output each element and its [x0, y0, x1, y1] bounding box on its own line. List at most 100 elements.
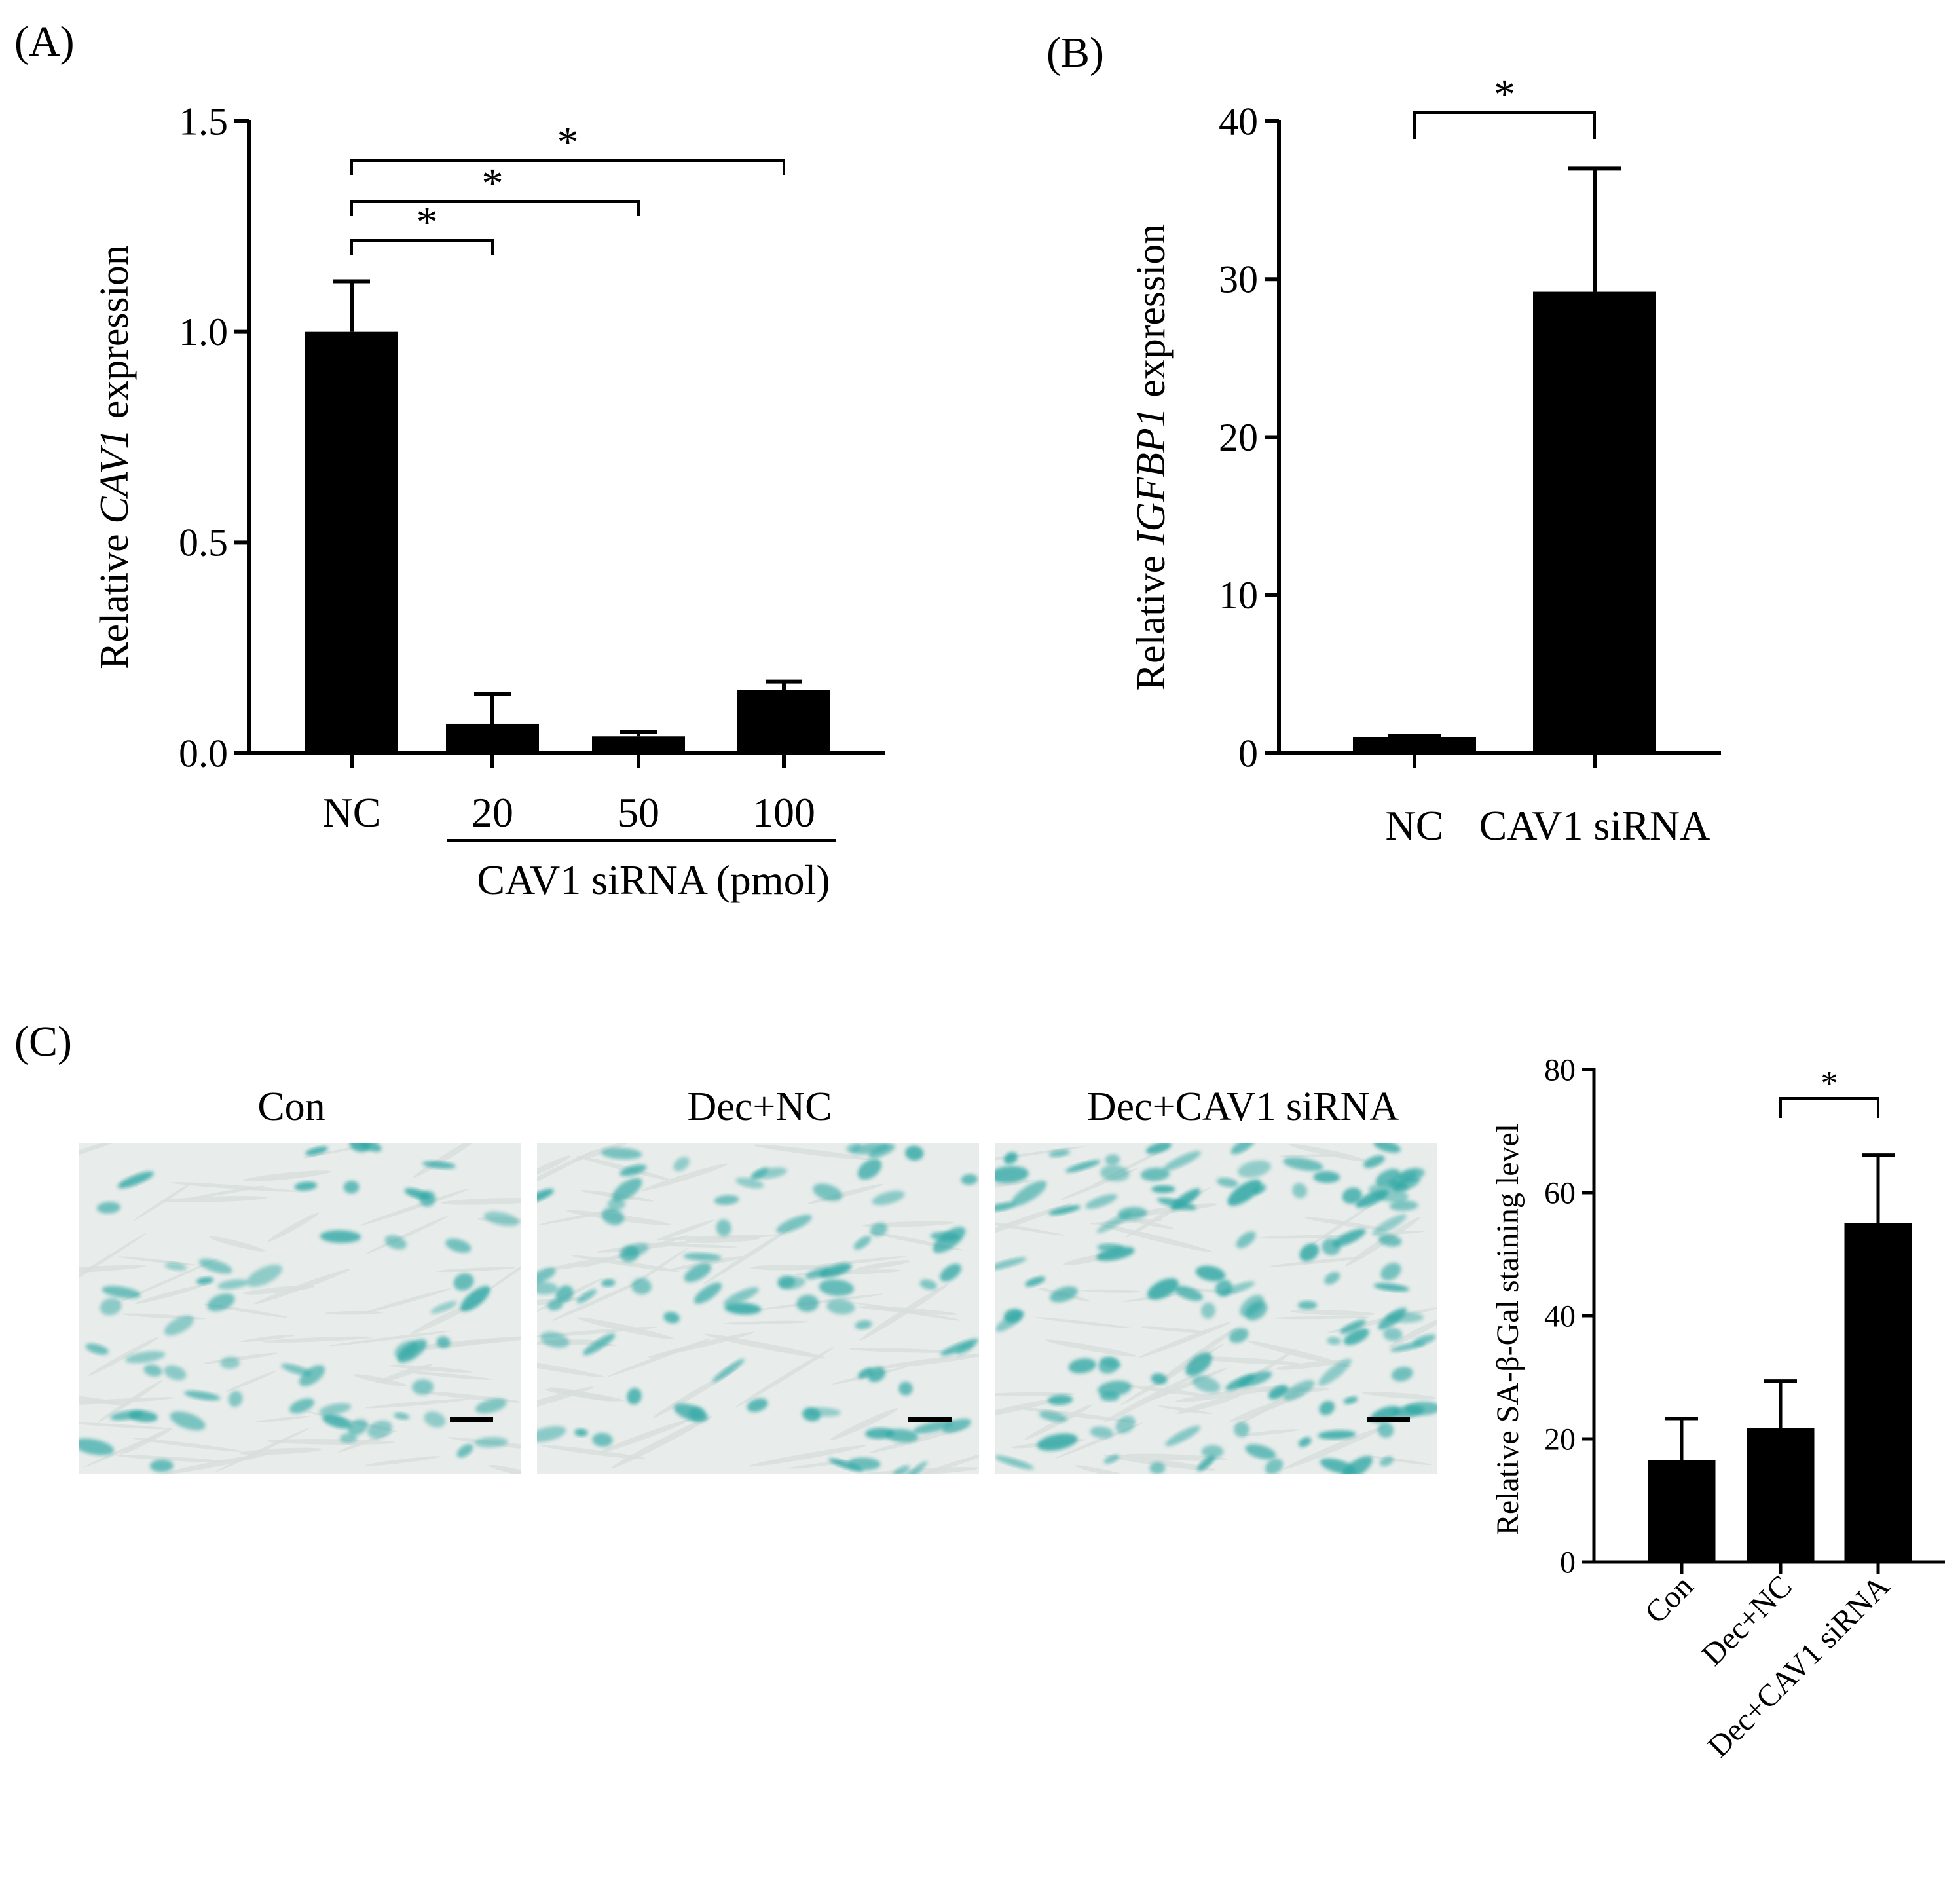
x-tick-label: NC	[323, 789, 381, 836]
y-tick-label: 60	[1544, 1176, 1576, 1210]
stained-cell	[184, 1390, 221, 1401]
stained-cell	[683, 1252, 722, 1261]
stained-cell	[1048, 1149, 1071, 1157]
stained-cell	[1327, 1337, 1341, 1345]
chart-a-ylabel: Relative CAV1 expression	[92, 245, 137, 669]
stained-cell	[995, 1166, 1029, 1183]
cell-streak	[750, 1265, 823, 1271]
stained-cell	[802, 1407, 821, 1422]
stained-cell	[453, 1273, 474, 1291]
stained-cell	[456, 1444, 473, 1458]
cell-streak	[1247, 1340, 1351, 1367]
stained-cell	[893, 1465, 910, 1474]
stained-cell	[872, 1191, 905, 1206]
stained-cell	[228, 1390, 243, 1407]
stained-cell	[347, 1419, 368, 1436]
stained-cell	[1048, 1394, 1073, 1405]
micrograph-dec-nc	[537, 1143, 979, 1474]
x-tick-label: Dec+CAV1 siRNA	[1701, 1569, 1896, 1764]
bar	[737, 690, 830, 753]
stained-cell	[712, 1358, 745, 1382]
stained-cell	[220, 1356, 240, 1369]
bar	[1353, 737, 1476, 753]
cell-streak	[642, 1163, 728, 1191]
cell-streak	[657, 1235, 778, 1240]
stained-cell	[102, 1286, 141, 1299]
stained-cell	[885, 1428, 919, 1443]
x-tick-label: 100	[752, 789, 815, 836]
chart-a: 0.0 0.5 1.0 1.5 NC 20 50 100 * * *	[179, 100, 885, 842]
cell-streak	[611, 1416, 712, 1469]
stained-cell	[246, 1264, 282, 1287]
cell-streak	[365, 1398, 470, 1409]
stained-cell	[436, 1336, 451, 1348]
stained-cell	[898, 1461, 928, 1474]
x-tick-label: 20	[472, 789, 513, 836]
stained-cell	[684, 1263, 712, 1282]
stained-cell	[1378, 1307, 1407, 1330]
cell-streak	[537, 1386, 594, 1419]
cell-streak	[254, 1415, 310, 1422]
cell-streak	[163, 1196, 268, 1203]
cell-streak	[670, 1256, 745, 1271]
scale-bar	[450, 1417, 493, 1422]
stained-cell	[1397, 1168, 1425, 1182]
stained-cell	[483, 1211, 520, 1227]
stained-cell	[1318, 1430, 1356, 1440]
stained-cell	[601, 1278, 616, 1287]
stained-cell	[1174, 1286, 1203, 1301]
stained-cell	[942, 1419, 971, 1433]
stained-cell	[424, 1411, 446, 1428]
stained-cell	[207, 1293, 235, 1312]
cell-streak	[79, 1422, 172, 1430]
cell-streak	[1275, 1360, 1345, 1370]
cell-streak	[1151, 1367, 1228, 1400]
cell-streak	[1035, 1317, 1133, 1329]
stained-cell	[1163, 1151, 1201, 1171]
stained-cell	[537, 1189, 554, 1204]
cell-streak	[597, 1419, 691, 1454]
cell-streak	[855, 1260, 911, 1271]
stained-cell	[1380, 1263, 1401, 1281]
cell-streak	[1139, 1321, 1232, 1358]
bar	[446, 723, 539, 753]
x-tick-label: NC	[1386, 802, 1444, 849]
stained-cell	[574, 1428, 588, 1437]
bar	[305, 331, 398, 754]
cell-streak	[607, 1338, 712, 1377]
y-tick-label: 0	[1560, 1545, 1576, 1580]
stained-cell	[1229, 1328, 1249, 1343]
cell-streak	[268, 1212, 319, 1242]
y-tick-label: 40	[1219, 100, 1258, 143]
cell-streak	[120, 1428, 173, 1455]
stained-cell	[826, 1299, 855, 1315]
cell-streak	[735, 1347, 834, 1408]
stained-cell	[125, 1351, 166, 1364]
cell-streak	[209, 1236, 265, 1252]
cell-streak	[995, 1146, 1086, 1164]
stained-cell	[1392, 1405, 1424, 1418]
cell-streak	[1272, 1316, 1369, 1320]
stained-cell	[555, 1285, 574, 1303]
cell-streak	[84, 1436, 155, 1468]
stained-cell	[1225, 1374, 1255, 1391]
cell-streak	[1388, 1317, 1437, 1348]
stained-cell	[607, 1199, 625, 1210]
cell-streak	[116, 1257, 220, 1303]
stained-cell	[1147, 1278, 1179, 1300]
stained-cell	[1339, 1320, 1366, 1334]
stained-cell	[851, 1143, 890, 1155]
cell-streak	[135, 1284, 206, 1304]
y-tick-label: 0.0	[179, 732, 228, 775]
stained-cell	[813, 1183, 843, 1202]
stained-cell	[1341, 1456, 1373, 1474]
scale-bar	[908, 1417, 952, 1422]
stained-cell	[1149, 1462, 1166, 1474]
stained-cell	[940, 1263, 961, 1282]
cell-streak	[1284, 1425, 1388, 1470]
stained-cell	[1299, 1243, 1320, 1261]
stained-cell	[855, 1320, 872, 1329]
cell-streak	[551, 1277, 650, 1322]
stained-cell	[612, 1178, 642, 1202]
